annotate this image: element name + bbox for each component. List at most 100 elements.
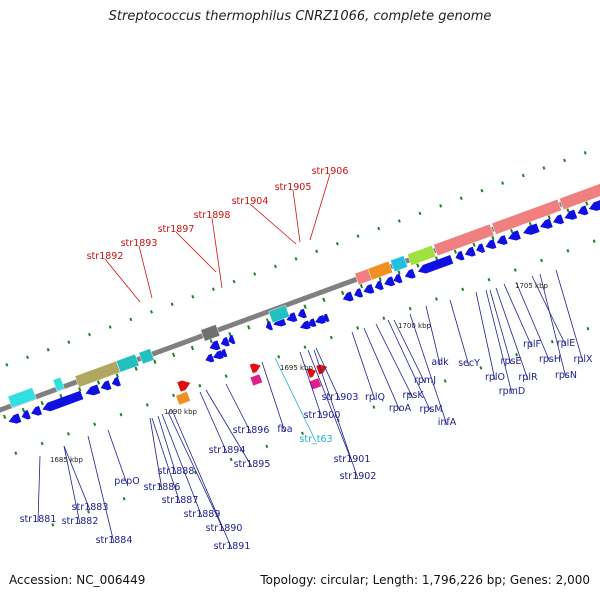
gene-forward [404,268,416,279]
scale-tick [115,373,119,378]
gene-forward [354,288,364,298]
accession-text: Accession: NC_006449 [9,573,146,587]
feature-arrow [464,246,476,257]
gene-label: str1903 [322,392,359,403]
gene-label: str1887 [162,495,199,506]
gene-label: str1900 [304,410,341,421]
feature-arrow [322,313,330,322]
feature-arrow [297,308,307,319]
gene-reverse [177,380,191,392]
ring-dot [229,457,233,462]
gene-label: str1892 [87,251,124,262]
scale-tick [3,414,7,420]
gene-label: rpmJ [414,375,436,386]
leader-line [539,273,567,379]
gene-forward [209,340,221,351]
scale-tick [585,201,589,206]
category-box [390,255,408,272]
ring-dot [86,510,90,514]
ring-dot [480,188,484,193]
gene-label: str1890 [206,523,243,534]
feature-arrow [316,364,328,375]
feature-box [559,177,600,211]
ring-dot [397,219,401,223]
feature-box [175,391,191,406]
ring-dot [224,374,228,378]
ring-dot [566,249,570,253]
feature-arrow [374,280,384,291]
gene-label: str1905 [275,182,312,193]
dotted-ring [3,151,596,527]
gene-label: rplQ [365,392,385,403]
ring-dot [5,363,9,367]
scale-tick [59,393,63,399]
category-box [200,324,221,342]
gene-label: str1889 [184,509,221,520]
gene-forward [205,353,215,363]
feature-arrow [476,243,486,253]
leader-line [149,417,163,491]
feature-box [390,255,408,272]
leader-line [409,313,448,426]
ring-dot [335,241,339,246]
ring-dot [40,441,44,446]
gene-label: str1904 [232,196,269,207]
leader-line [299,351,323,419]
feature-box [407,245,437,266]
gene-label: infA [438,417,457,428]
ring-dot [158,483,162,488]
leader-line [63,445,81,525]
scale-tick [78,387,82,392]
leader-line [393,319,426,384]
ring-dot [303,345,307,349]
feature-arrow [249,363,261,374]
leader-line [387,319,432,413]
ring-dot [439,204,443,208]
feature-arrow [8,413,22,424]
gene-forward [286,312,298,323]
ring-dot [66,432,70,436]
leader-line [475,291,496,381]
gene-forward [300,320,311,330]
gene-forward [322,313,330,322]
ring-dot [563,158,567,163]
feature-box [7,387,37,409]
scale-tick [190,345,195,351]
gene-label: adk [431,357,449,368]
ring-dot [418,211,422,216]
ring-dot [150,310,153,314]
gene-forward [220,336,230,347]
gene-label: str1891 [214,541,251,552]
ring-dot [408,306,412,311]
category-box [7,387,37,409]
gene-forward [393,273,403,284]
feature-arrow [177,380,191,392]
category-box [308,377,322,391]
gene-forward [464,246,476,257]
ring-dot [122,496,126,501]
gene-forward [577,205,589,216]
feature-box [367,260,393,281]
gene-forward [417,255,454,274]
feature-arrow [21,409,31,420]
leader-line [351,331,376,401]
feature-arrow [393,273,403,284]
gene-forward [212,350,224,360]
feature-box [115,353,140,373]
gene-label: rpsH [539,354,561,365]
ring-dot [372,405,376,409]
feature-arrow [363,283,375,294]
gene-forward [342,291,354,302]
scale-tick [303,304,307,309]
ring-dot [583,151,587,155]
ring-dot [294,257,298,261]
ring-dot [14,451,18,455]
ring-dot [377,226,381,231]
gene-forward [42,390,84,412]
gene-label: str1884 [96,535,133,546]
feature-arrow [111,376,121,387]
scale-tick [547,214,551,220]
ring-dot [211,287,215,291]
scale-tick [340,290,345,296]
